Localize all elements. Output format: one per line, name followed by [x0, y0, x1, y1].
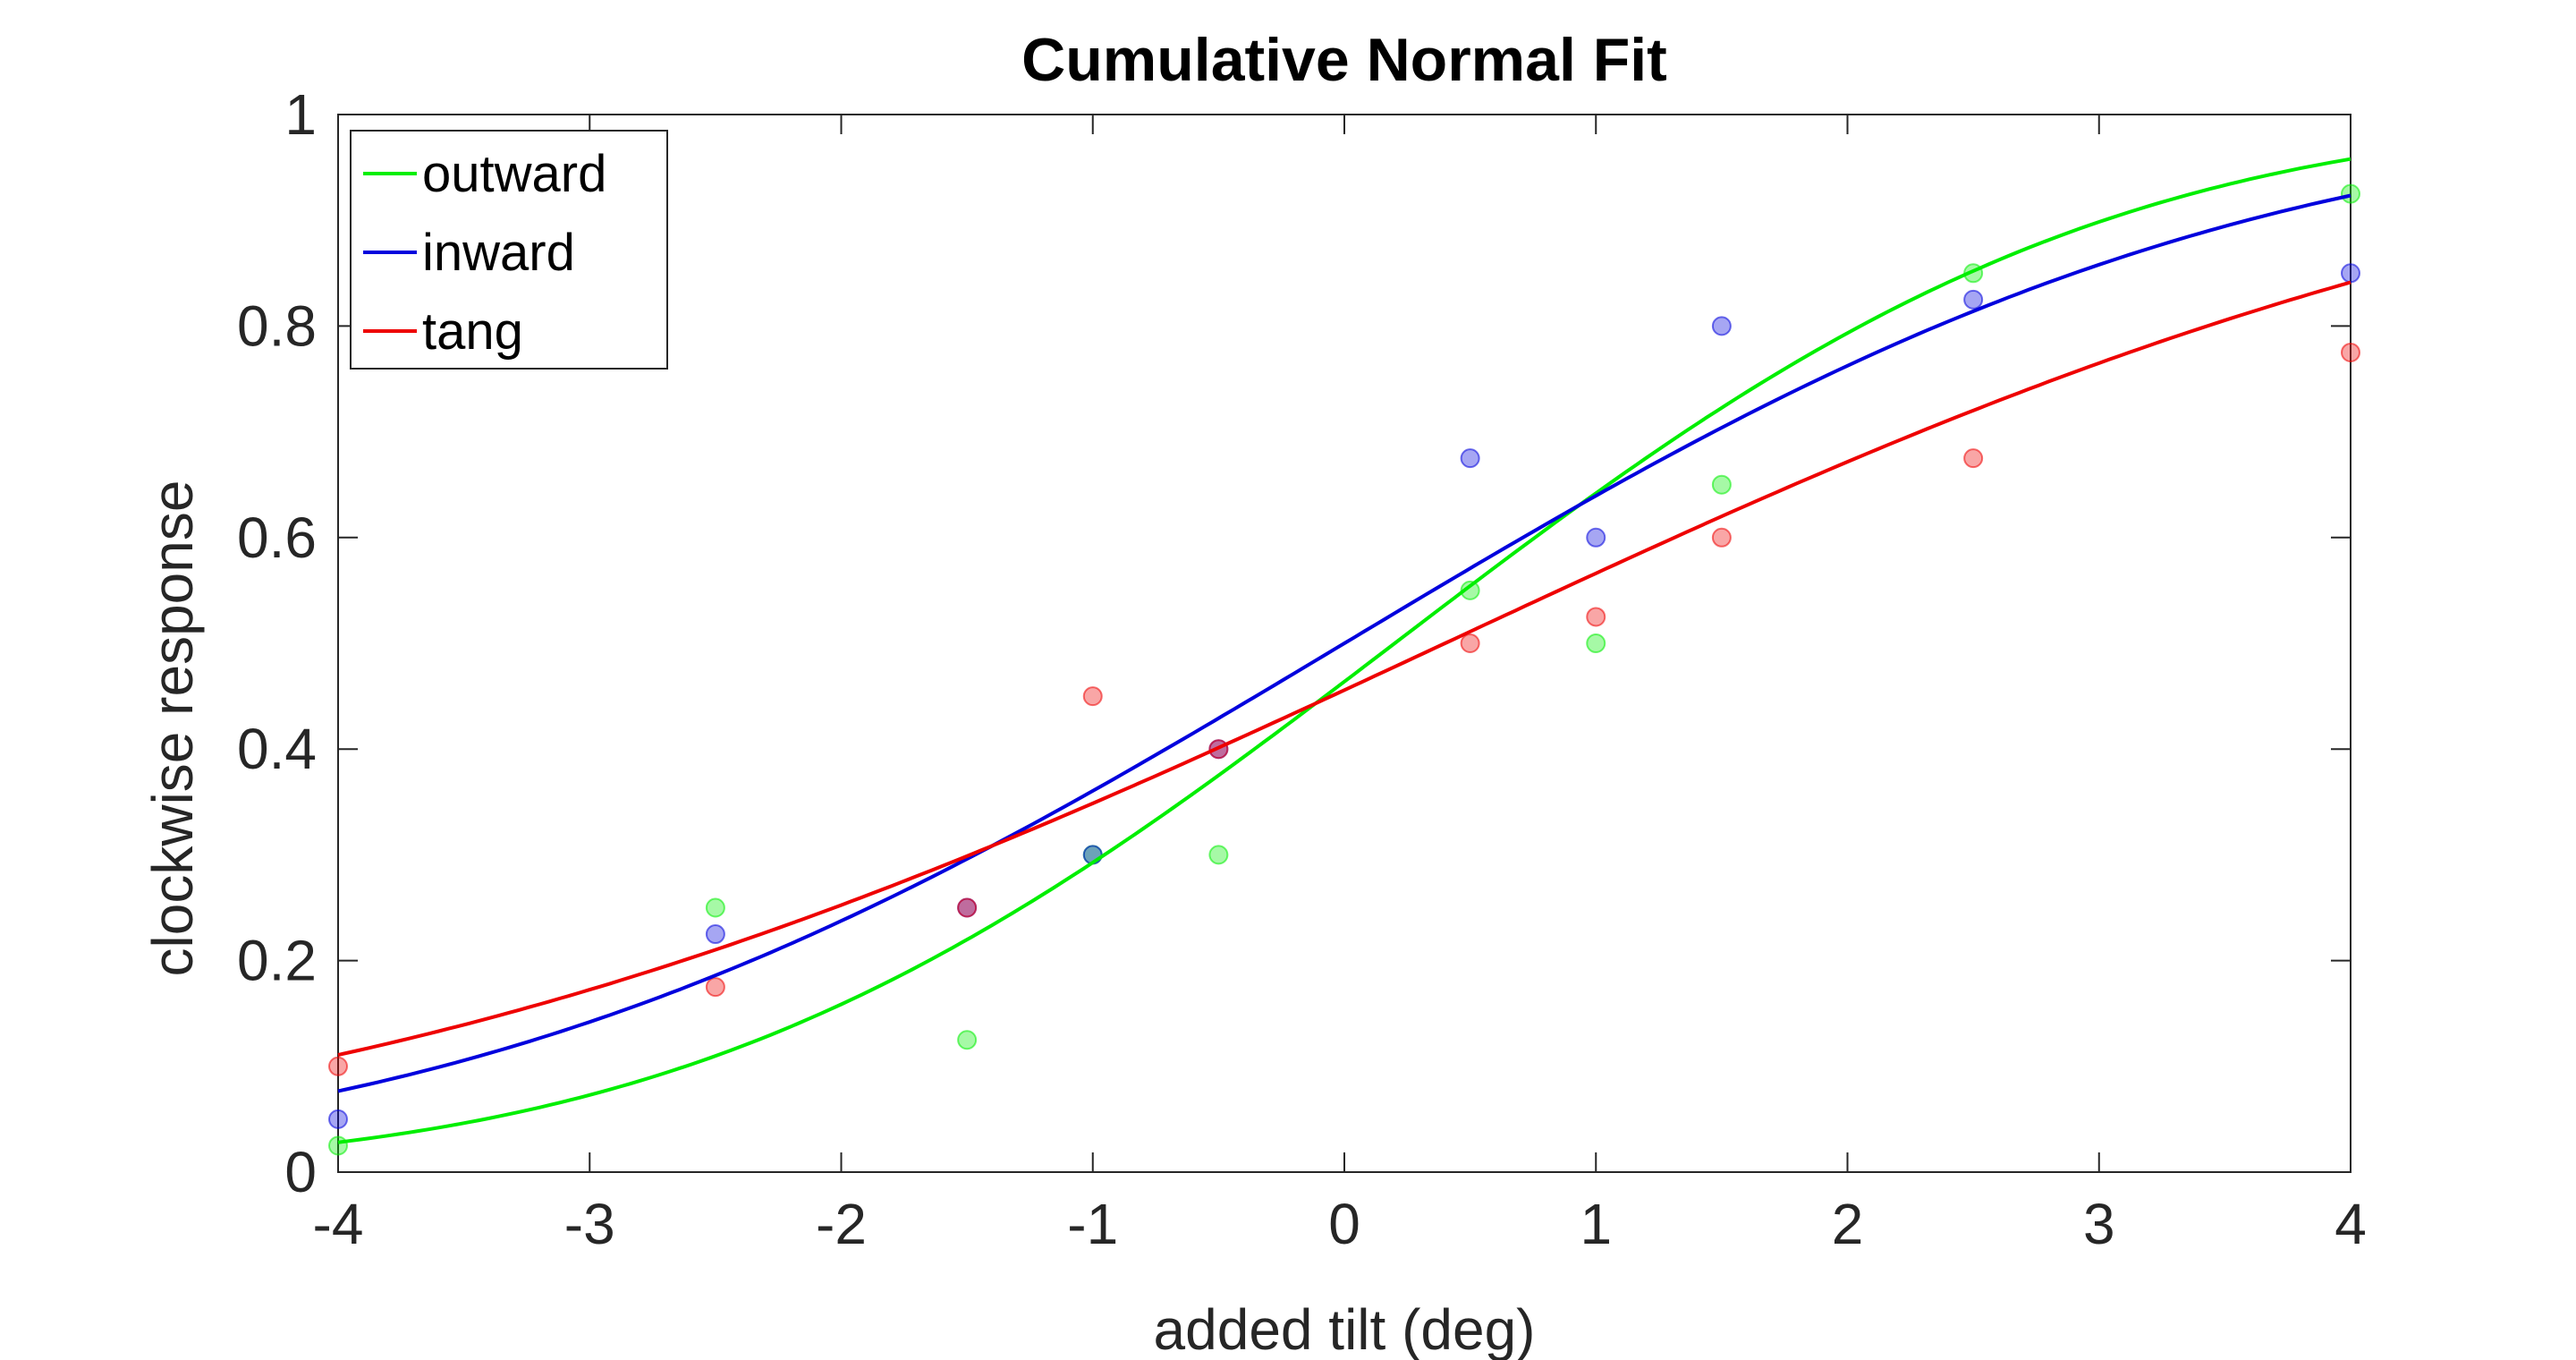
x-axis-label: added tilt (deg) [1154, 1297, 1536, 1360]
data-point-tang [705, 977, 725, 998]
y-tick-label: 0.4 [237, 717, 317, 781]
x-tick-label: 0 [1328, 1192, 1360, 1256]
legend-label-tang: tang [422, 302, 523, 361]
x-tick-label: 4 [2334, 1192, 2367, 1256]
legend: outward inward tang [350, 130, 668, 370]
data-point-inward [2341, 263, 2360, 284]
data-point-outward [1208, 845, 1229, 865]
x-tick-label: -4 [313, 1192, 364, 1256]
y-axis-label: clockwise response [140, 480, 205, 977]
data-point-tang [1460, 633, 1480, 653]
data-point-outward [1460, 580, 1480, 600]
x-tick-label: -3 [564, 1192, 615, 1256]
data-point-inward [1963, 289, 1984, 310]
data-point-inward [1711, 316, 1732, 336]
data-point-outward [1711, 474, 1732, 495]
x-tick-label: -1 [1067, 1192, 1118, 1256]
data-point-inward [1460, 448, 1480, 469]
x-tick-label: 1 [1580, 1192, 1612, 1256]
y-tick-label: 1 [284, 82, 317, 147]
y-tick-label: 0.6 [237, 506, 317, 570]
fit-line-tang [337, 280, 2351, 1057]
x-tick-label: 2 [1832, 1192, 1864, 1256]
data-point-tang [957, 897, 978, 918]
x-tick-label: 3 [2083, 1192, 2115, 1256]
y-tick-label: 0 [284, 1140, 317, 1204]
x-tick-label: -2 [816, 1192, 867, 1256]
data-point-inward [1586, 527, 1606, 548]
data-point-outward [1586, 633, 1606, 653]
data-point-inward [328, 1109, 348, 1129]
fit-line-outward [337, 157, 2351, 1144]
data-point-tang [1082, 686, 1103, 707]
data-point-tang [1711, 527, 1732, 548]
data-point-inward [705, 924, 725, 945]
data-point-outward [328, 1135, 348, 1156]
data-point-outward [957, 1030, 978, 1050]
legend-label-outward: outward [422, 145, 606, 203]
plot-area: -4 -3 -2 -1 0 1 2 3 4 0 0.2 0.4 0.6 0.8 1 [237, 82, 2367, 1256]
chart-title: Cumulative Normal Fit [1021, 26, 1667, 94]
y-tick-label: 0.8 [237, 293, 317, 358]
data-point-outward [2341, 183, 2360, 204]
legend-label-inward: inward [422, 224, 575, 282]
fit-line-inward [337, 193, 2351, 1093]
legend-box [350, 130, 668, 370]
data-point-tang [2341, 342, 2360, 362]
data-point-tang [1586, 607, 1606, 627]
data-point-tang [1963, 448, 1984, 469]
data-point-tang [328, 1056, 348, 1076]
data-point-outward [705, 897, 725, 918]
y-tick-label: 0.2 [237, 929, 317, 993]
